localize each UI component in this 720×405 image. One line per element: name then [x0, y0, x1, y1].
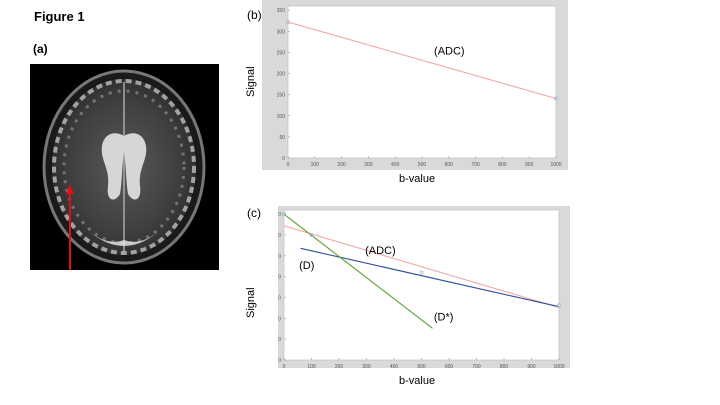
plot-b-frame: 0 100 200 300 400 500 600 700 800 900 1000 0 50 100 15…	[262, 0, 568, 170]
x-tick-label: 900	[525, 162, 534, 168]
x-tick-label: 800	[500, 364, 509, 368]
plot-b-ylabel: Signal	[245, 66, 257, 97]
data-point	[282, 212, 287, 217]
plot-c-xlabel: b-value	[399, 375, 436, 387]
figure-title: Figure 1	[34, 9, 85, 24]
y-tick-label: 350	[278, 212, 281, 218]
brain-mri-image	[30, 64, 219, 270]
right-ventricle	[124, 133, 147, 200]
y-tick-label: 100	[278, 316, 281, 322]
x-tick-label: 200	[337, 162, 346, 168]
y-tick-label: 150	[277, 93, 286, 99]
x-tick-label: 0	[287, 162, 290, 168]
x-tick-label: 0	[283, 364, 286, 368]
y-tick-label: 200	[278, 275, 281, 281]
y-tick-label: 100	[277, 114, 286, 120]
x-tick-label: 100	[307, 364, 316, 368]
plot-area	[287, 5, 557, 159]
adc-annotation: (ADC)	[365, 245, 396, 257]
plot-c: 0 100 200 300 400 500 600 700 800 900 1000 0 50 100 15…	[273, 209, 565, 370]
x-tick-label: 500	[417, 364, 426, 368]
data-point	[556, 303, 561, 308]
x-tick-label: 800	[498, 162, 507, 168]
x-tick-label: 400	[391, 162, 400, 168]
y-tick-label: 250	[277, 50, 286, 56]
x-tick-label: 600	[445, 162, 454, 168]
x-tick-label: 700	[471, 162, 480, 168]
y-tick-label: 0	[282, 156, 285, 162]
data-point	[285, 20, 290, 25]
dstar-annotation: (D*)	[434, 311, 454, 323]
y-tick-label: 350	[277, 8, 286, 14]
x-tick-label: 900	[527, 364, 536, 368]
panel-a-label: (a)	[33, 42, 48, 56]
plot-c-frame: 0 100 200 300 400 500 600 700 800 900 1000 0 50 100 15…	[273, 206, 570, 370]
data-point	[419, 270, 424, 275]
adc-series-line	[283, 225, 560, 309]
plot-b-xlabel: b-value	[399, 173, 436, 185]
brain-mri-drawing	[42, 69, 206, 270]
d-series-line	[300, 247, 560, 308]
y-tick-label: 150	[278, 296, 281, 302]
y-tick-label: 50	[279, 135, 285, 141]
x-tick-label: 300	[364, 162, 373, 168]
x-tick-label: 600	[445, 364, 454, 368]
y-tick-label: 300	[277, 29, 286, 35]
plot-area	[283, 209, 560, 361]
y-tick-label: 50	[278, 337, 281, 343]
x-tick-label: 400	[390, 364, 399, 368]
x-tick-label: 300	[362, 364, 371, 368]
y-tick-label: 200	[277, 72, 286, 78]
y-tick-label: 0	[278, 358, 281, 364]
y-tick-label: 300	[278, 233, 281, 239]
dstar-series-line	[283, 213, 433, 329]
panel-c-label: (c)	[247, 206, 261, 220]
x-tick-label: 500	[418, 162, 427, 168]
d-annotation: (D)	[299, 260, 314, 272]
panel-b-label: (b)	[247, 8, 262, 22]
data-point	[553, 96, 558, 101]
plot-b: 0 100 200 300 400 500 600 700 800 900 1000 0 50 100 15…	[277, 5, 562, 168]
adc-series-line	[287, 21, 557, 99]
x-tick-label: 1000	[550, 162, 561, 168]
y-tick-label: 250	[278, 254, 281, 260]
x-tick-label: 200	[335, 364, 344, 368]
data-point	[309, 232, 314, 237]
x-tick-label: 1000	[553, 364, 564, 368]
adc-annotation: (ADC)	[434, 46, 465, 58]
x-tick-label: 700	[472, 364, 481, 368]
plot-c-ylabel: Signal	[245, 287, 257, 318]
x-tick-label: 100	[311, 162, 320, 168]
left-ventricle	[101, 133, 124, 200]
red-arrow-head-icon	[66, 184, 74, 194]
